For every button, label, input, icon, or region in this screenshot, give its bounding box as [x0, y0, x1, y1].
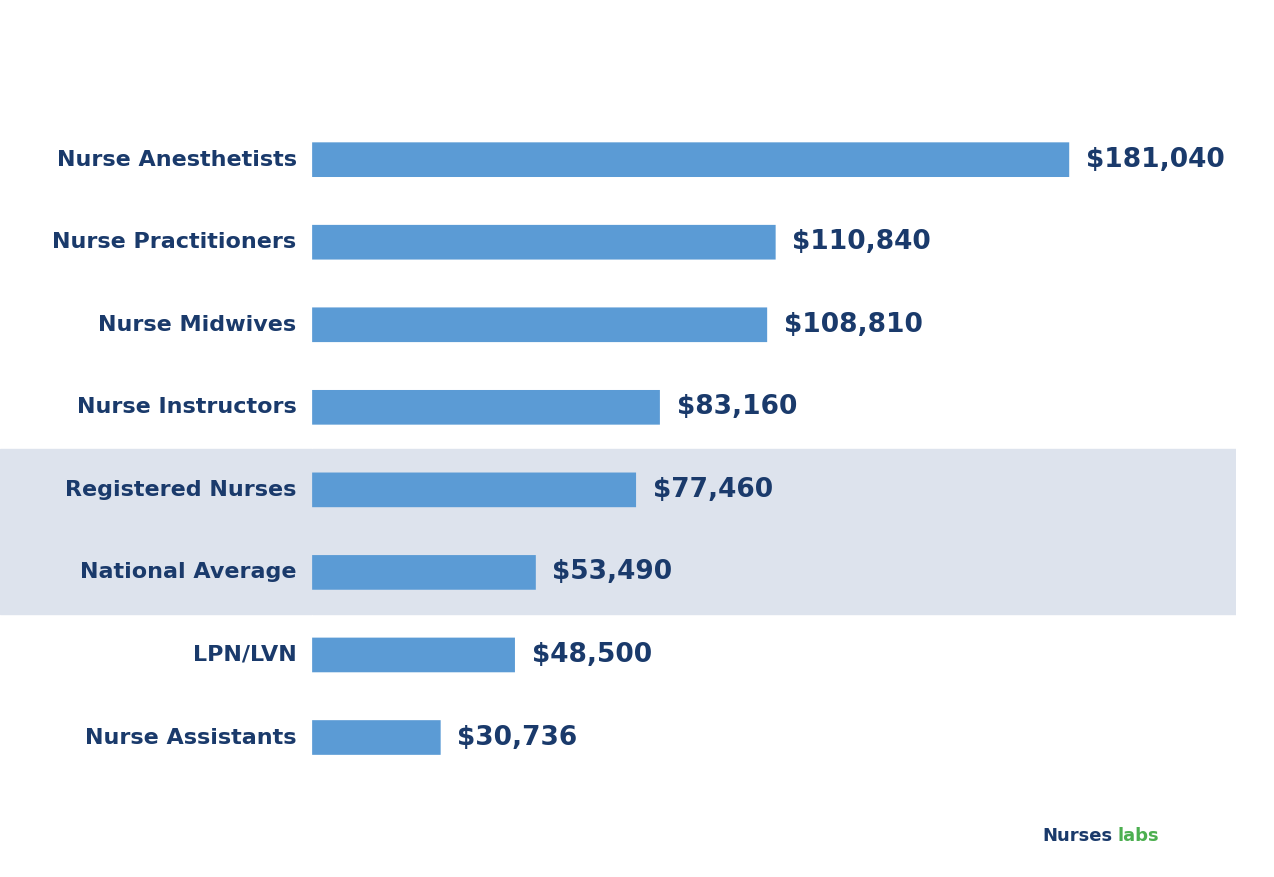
Text: $30,736: $30,736 [457, 724, 577, 751]
FancyBboxPatch shape [312, 225, 776, 260]
Text: Registered Nurse Annual Salary, Compared: Registered Nurse Annual Salary, Compared [130, 30, 1144, 71]
Text: Nurse Instructors: Nurse Instructors [76, 397, 297, 417]
Text: $77,460: $77,460 [652, 477, 773, 503]
FancyBboxPatch shape [312, 638, 515, 673]
Text: $110,840: $110,840 [792, 229, 931, 255]
Text: Nurses: Nurses [1042, 827, 1113, 845]
Text: Sources: U.S. Bureau of Labor Statistics 2019-2020 Occupational Outlook Handbook: Sources: U.S. Bureau of Labor Statistics… [32, 829, 675, 845]
Text: Nurse Midwives: Nurse Midwives [98, 315, 297, 335]
Text: $53,490: $53,490 [553, 560, 673, 586]
FancyBboxPatch shape [312, 720, 441, 755]
Text: Registered Nurses: Registered Nurses [65, 480, 297, 500]
Text: $48,500: $48,500 [531, 642, 652, 668]
Text: Nurse Practitioners: Nurse Practitioners [52, 232, 297, 253]
FancyBboxPatch shape [312, 142, 1069, 177]
Text: Nurse Assistants: Nurse Assistants [85, 728, 297, 747]
FancyBboxPatch shape [312, 308, 767, 342]
Text: Nurse Anesthetists: Nurse Anesthetists [56, 150, 297, 169]
FancyBboxPatch shape [312, 473, 636, 507]
Text: $108,810: $108,810 [784, 311, 922, 338]
FancyBboxPatch shape [312, 555, 536, 589]
Bar [0, 449, 312, 614]
Text: $83,160: $83,160 [676, 395, 798, 420]
Text: $181,040: $181,040 [1085, 146, 1224, 173]
Bar [312, 449, 1236, 614]
Text: LPN/LVN: LPN/LVN [192, 645, 297, 665]
Text: National Average: National Average [80, 562, 297, 582]
Text: labs: labs [1117, 827, 1159, 845]
FancyBboxPatch shape [312, 390, 660, 424]
